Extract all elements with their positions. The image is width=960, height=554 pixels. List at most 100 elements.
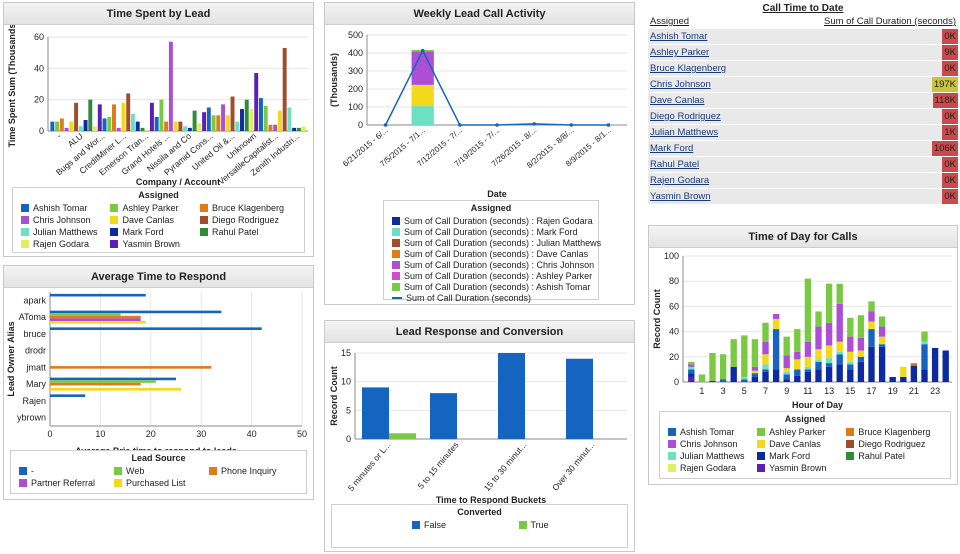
avg-time-chart[interactable]: 0 10 20 30 40 50 apark AToma bruce drodr jmatt Mary…	[4, 288, 314, 458]
lead-response-chart[interactable]: 0 5 10 15 5 minutes or L... 5 to 15 minutes 15…	[325, 343, 635, 508]
legend-item[interactable]: Dave Canlas	[110, 215, 193, 225]
bar-segment	[751, 370, 759, 374]
legend-item[interactable]: False	[412, 520, 513, 530]
legend-item[interactable]: Yasmin Brown	[110, 239, 193, 249]
legend-item[interactable]: Sum of Call Duration (seconds) : Mark Fo…	[392, 227, 601, 237]
legend-item[interactable]: Diego Rodriguez	[199, 215, 296, 225]
bar	[164, 121, 169, 131]
line-point	[383, 123, 388, 127]
table-row[interactable]: Chris Johnson 197K	[648, 77, 958, 93]
table-row[interactable]: Mark Ford 106K	[648, 141, 958, 157]
table-row[interactable]: Diego Rodriguez 0K	[648, 109, 958, 125]
y-tick-label: 400	[348, 48, 363, 58]
legend-item[interactable]: Sum of Call Duration (seconds) : Ashley …	[392, 271, 601, 281]
legend-item[interactable]: Rahul Patel	[199, 227, 296, 237]
legend-item[interactable]: Chris Johnson	[21, 215, 104, 225]
legend-item[interactable]: Rajen Godara	[21, 239, 104, 249]
legend-item[interactable]: Rahul Patel	[846, 451, 942, 461]
legend-label: Bruce Klagenberg	[211, 203, 285, 213]
legend-item[interactable]: Sum of Call Duration (seconds) : Ashish …	[392, 282, 601, 292]
legend-item[interactable]: Diego Rodriguez	[846, 439, 942, 449]
bar-segment	[815, 369, 822, 382]
bar-segment	[688, 369, 695, 374]
legend-item[interactable]: Sum of Call Duration (seconds) : Julian …	[392, 238, 601, 248]
legend-item[interactable]: Sum of Call Duration (seconds) : Rajen G…	[392, 216, 601, 226]
legend-item[interactable]: Ashish Tomar	[21, 203, 104, 213]
table-row[interactable]: Ashley Parker 9K	[648, 45, 958, 61]
legend-item[interactable]: Mark Ford	[757, 451, 840, 461]
assignee-link[interactable]: Chris Johnson	[650, 79, 711, 90]
bar-segment	[857, 315, 865, 338]
table-header: Assigned Sum of Call Duration (seconds)	[648, 15, 958, 29]
legend-item[interactable]: Sum of Call Duration (seconds)	[392, 293, 601, 303]
assignee-link[interactable]: Mark Ford	[650, 143, 694, 154]
bar	[126, 93, 131, 131]
legend-label: True	[530, 520, 549, 530]
table-row[interactable]: Rahul Patel 0K	[648, 157, 958, 173]
legend-item[interactable]: Phone Inquiry	[209, 466, 298, 476]
assignee-link[interactable]: Ashish Tomar	[650, 31, 708, 42]
legend-item[interactable]: Bruce Klagenberg	[846, 427, 942, 437]
bar-segment	[815, 359, 822, 362]
assignee-link[interactable]: Rahul Patel	[650, 159, 700, 170]
y-tick-label: 0	[674, 377, 679, 387]
legend-item[interactable]: Mark Ford	[110, 227, 193, 237]
legend-item[interactable]: Dave Canlas	[757, 439, 840, 449]
legend-swatch	[114, 467, 122, 475]
legend-item[interactable]: Bruce Klagenberg	[199, 203, 296, 213]
table-row[interactable]: Dave Canlas 118K	[648, 93, 958, 109]
x-tick-label: 1	[699, 386, 704, 396]
table-row[interactable]: Rajen Godara 0K	[648, 173, 958, 189]
table-row[interactable]: Ashish Tomar 0K	[648, 29, 958, 45]
table-row[interactable]: Yasmin Brown 0K	[648, 189, 958, 205]
legend-item[interactable]: -	[19, 466, 108, 476]
legend-swatch	[110, 216, 119, 224]
assignee-link[interactable]: Ashley Parker	[650, 47, 710, 58]
call-duration-value: 0K	[942, 29, 958, 44]
table-row[interactable]: Bruce Klagenberg 0K	[648, 61, 958, 77]
bar-segment	[783, 368, 790, 372]
bar	[211, 115, 216, 131]
y-axis-title: Record Count	[329, 366, 339, 426]
legend-item[interactable]: Sum of Call Duration (seconds) : Dave Ca…	[392, 249, 601, 259]
bar	[50, 318, 141, 322]
assignee-link[interactable]: Julian Matthews	[650, 127, 719, 138]
assignee-link[interactable]: Bruce Klagenberg	[650, 63, 727, 74]
assignee-link[interactable]: Diego Rodriguez	[650, 111, 721, 122]
col-assigned[interactable]: Assigned	[650, 16, 690, 27]
legend-item[interactable]: Web	[114, 466, 203, 476]
bar-segment	[411, 84, 434, 107]
assignee-link[interactable]: Rajen Godara	[650, 175, 710, 186]
legend-item[interactable]: Ashish Tomar	[668, 427, 751, 437]
assignee-link[interactable]: Dave Canlas	[650, 95, 705, 106]
legend-item[interactable]: Julian Matthews	[21, 227, 104, 237]
bar	[121, 102, 126, 131]
y-tick-label: 20	[34, 95, 44, 105]
bar-segment	[910, 363, 918, 366]
bar-segment	[825, 322, 833, 346]
bar-segment	[804, 278, 812, 342]
legend-item[interactable]: Yasmin Brown	[757, 463, 840, 473]
legend-item[interactable]: Purchased List	[114, 478, 203, 488]
table-row[interactable]: Julian Matthews 1K	[648, 125, 958, 141]
legend-swatch	[392, 239, 400, 247]
col-sum[interactable]: Sum of Call Duration (seconds)	[824, 16, 956, 27]
legend-swatch	[199, 216, 208, 224]
legend-item[interactable]: Julian Matthews	[668, 451, 751, 461]
assignee-link[interactable]: Yasmin Brown	[650, 191, 711, 202]
y-axis-title: Lead Owner Alias	[6, 321, 16, 396]
legend-label: Ashish Tomar	[33, 203, 88, 213]
bar	[258, 98, 263, 131]
legend-item[interactable]: Ashley Parker	[110, 203, 193, 213]
bar	[50, 313, 121, 316]
legend-item[interactable]: Ashley Parker	[757, 427, 840, 437]
legend-item[interactable]: Sum of Call Duration (seconds) : Chris J…	[392, 260, 601, 270]
legend-item[interactable]: Rajen Godara	[668, 463, 751, 473]
legend-item[interactable]: Partner Referral	[19, 478, 108, 488]
legend-item[interactable]: Chris Johnson	[668, 439, 751, 449]
legend-item[interactable]: True	[518, 520, 620, 530]
bar	[225, 115, 230, 131]
